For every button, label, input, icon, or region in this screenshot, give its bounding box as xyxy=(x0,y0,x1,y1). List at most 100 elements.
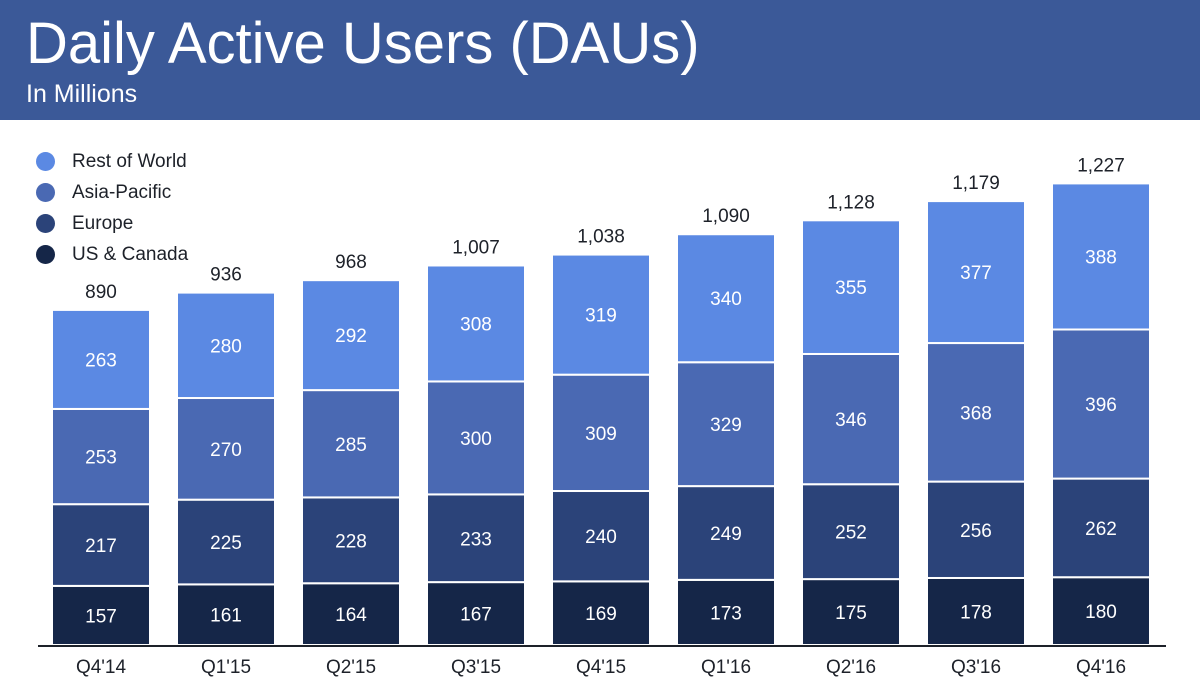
segment-value-label: 270 xyxy=(210,440,242,461)
chart-legend: Rest of World Asia-Pacific Europe US & C… xyxy=(36,146,188,270)
segment-value-label: 309 xyxy=(585,424,617,445)
x-tick-label: Q4'14 xyxy=(76,657,127,678)
bar-total-label: 1,038 xyxy=(577,227,625,248)
segment-value-label: 217 xyxy=(85,536,117,557)
bar-segment-europe xyxy=(301,496,401,585)
page-title: Daily Active Users (DAUs) xyxy=(26,11,700,76)
legend-swatch-europe xyxy=(36,214,55,233)
bar-total-label: 1,179 xyxy=(952,173,1000,194)
bar-segment-asia-pacific xyxy=(551,373,651,493)
segment-value-label: 300 xyxy=(460,429,492,450)
bar-segment-asia-pacific xyxy=(926,342,1026,483)
bar-segment-rest-of-world xyxy=(301,279,401,392)
segment-value-label: 161 xyxy=(210,606,242,627)
segment-value-label: 396 xyxy=(1085,395,1117,416)
bar-segment-rest-of-world xyxy=(1051,182,1151,331)
bar-segment-europe xyxy=(801,483,901,581)
segment-value-label: 377 xyxy=(960,263,992,284)
segment-value-label: 292 xyxy=(335,326,367,347)
segment-value-label: 157 xyxy=(85,606,117,627)
bar-segment-europe xyxy=(426,493,526,584)
header-banner: Daily Active Users (DAUs) In Millions xyxy=(0,0,1200,120)
segment-value-label: 175 xyxy=(835,603,867,624)
segment-value-label: 329 xyxy=(710,415,742,436)
segment-value-label: 388 xyxy=(1085,247,1117,268)
segment-value-label: 173 xyxy=(710,603,742,624)
bar-segment-europe xyxy=(551,490,651,583)
x-tick-label: Q1'15 xyxy=(201,657,251,678)
bar-segment-asia-pacific xyxy=(801,352,901,486)
bar-segment-rest-of-world xyxy=(51,308,151,410)
bar-segment-asia-pacific xyxy=(676,361,776,488)
bar-segment-rest-of-world xyxy=(176,291,276,400)
bar-segment-us-canada xyxy=(301,582,401,647)
segment-value-label: 228 xyxy=(335,531,367,552)
bar-segment-asia-pacific xyxy=(1051,328,1151,480)
legend-item-rest-of-world: Rest of World xyxy=(36,146,188,177)
bar-segment-rest-of-world xyxy=(676,233,776,364)
segment-value-label: 233 xyxy=(460,529,492,550)
legend-item-asia-pacific: Asia-Pacific xyxy=(36,177,188,208)
bar-segment-us-canada xyxy=(676,578,776,646)
bar-total-label: 968 xyxy=(335,252,367,273)
legend-swatch-us-canada xyxy=(36,245,55,264)
bar-total-label: 1,128 xyxy=(827,192,875,213)
segment-value-label: 178 xyxy=(960,602,992,623)
x-tick-label: Q4'16 xyxy=(1076,657,1126,678)
x-tick-label: Q3'15 xyxy=(451,657,501,678)
x-tick-label: Q4'15 xyxy=(576,657,626,678)
x-tick-label: Q2'16 xyxy=(826,657,876,678)
segment-value-label: 368 xyxy=(960,403,992,424)
legend-item-europe: Europe xyxy=(36,208,188,239)
legend-label: Asia-Pacific xyxy=(72,181,172,203)
segment-value-label: 340 xyxy=(710,289,742,310)
segment-value-label: 164 xyxy=(335,605,367,626)
bar-segment-asia-pacific xyxy=(301,389,401,499)
segment-value-label: 308 xyxy=(460,314,492,335)
bar-segment-europe xyxy=(676,485,776,581)
segment-value-label: 180 xyxy=(1085,602,1117,623)
segment-value-label: 346 xyxy=(835,410,867,431)
x-tick-label: Q1'16 xyxy=(701,657,751,678)
bar-segment-us-canada xyxy=(801,578,901,646)
bar-total-label: 936 xyxy=(210,265,242,286)
x-tick-label: Q3'16 xyxy=(951,657,1001,678)
segment-value-label: 285 xyxy=(335,435,367,456)
segment-value-label: 256 xyxy=(960,521,992,542)
bar-segment-europe xyxy=(176,498,276,586)
bar-segment-rest-of-world xyxy=(801,219,901,355)
segment-value-label: 319 xyxy=(585,306,617,327)
x-tick-label: Q2'15 xyxy=(326,657,376,678)
legend-label: Rest of World xyxy=(72,150,187,172)
segment-value-label: 355 xyxy=(835,278,867,299)
bar-total-label: 1,007 xyxy=(452,237,500,258)
legend-label: US & Canada xyxy=(72,243,189,265)
legend-item-us-canada: US & Canada xyxy=(36,239,188,270)
bar-segment-asia-pacific xyxy=(426,380,526,496)
segment-value-label: 263 xyxy=(85,350,117,371)
bar-segment-rest-of-world xyxy=(551,253,651,376)
legend-swatch-rest-of-world xyxy=(36,152,55,171)
page-subtitle: In Millions xyxy=(26,80,138,108)
legend-swatch-asia-pacific xyxy=(36,183,55,202)
segment-value-label: 225 xyxy=(210,533,242,554)
bar-total-label: 1,090 xyxy=(702,206,750,227)
segment-value-label: 249 xyxy=(710,524,742,545)
bar-segment-rest-of-world xyxy=(426,264,526,383)
bar-segment-europe xyxy=(926,480,1026,579)
legend-label: Europe xyxy=(72,212,134,234)
bar-segment-us-canada xyxy=(426,581,526,647)
segment-value-label: 252 xyxy=(835,523,867,544)
bar-total-label: 890 xyxy=(85,282,117,303)
bar-total-label: 1,227 xyxy=(1077,155,1125,176)
segment-value-label: 167 xyxy=(460,605,492,626)
segment-value-label: 169 xyxy=(585,604,617,625)
segment-value-label: 262 xyxy=(1085,519,1117,540)
segment-value-label: 280 xyxy=(210,336,242,357)
bar-segment-asia-pacific xyxy=(51,407,151,506)
bar-segment-us-canada xyxy=(176,583,276,646)
segment-value-label: 253 xyxy=(85,448,117,469)
segment-value-label: 240 xyxy=(585,527,617,548)
bar-segment-rest-of-world xyxy=(926,200,1026,345)
